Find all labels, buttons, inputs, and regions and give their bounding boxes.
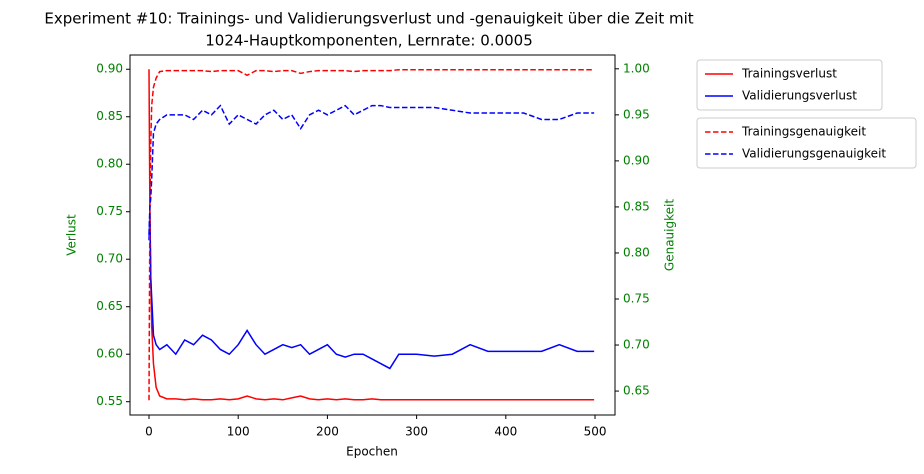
x-tick-label: 0 — [145, 425, 153, 439]
y2-tick-label: 0.80 — [623, 245, 650, 259]
x-tick-label: 400 — [494, 425, 517, 439]
chart-title: 1024-Hauptkomponenten, Lernrate: 0.0005 — [205, 32, 533, 50]
y-tick-label: 0.60 — [96, 347, 123, 361]
y2-tick-label: 0.95 — [623, 107, 650, 121]
y-tick-label: 0.65 — [96, 299, 123, 313]
y-tick-label: 0.85 — [96, 109, 123, 123]
y2-tick-label: 0.75 — [623, 291, 650, 305]
y2-tick-label: 1.00 — [623, 61, 650, 75]
legend-label: Validierungsverlust — [742, 89, 857, 103]
y-tick-label: 0.70 — [96, 252, 123, 266]
legend-box — [696, 59, 883, 111]
y2-axis-label: Genauigkeit — [663, 199, 677, 271]
legend-label: Trainingsverlust — [741, 67, 837, 81]
x-tick-label: 500 — [584, 425, 607, 439]
data-line — [148, 69, 595, 401]
y2-tick-label: 0.85 — [623, 199, 650, 213]
y2-tick-label: 0.70 — [623, 338, 650, 352]
chart-title: Experiment #10: Trainings- und Validieru… — [44, 10, 693, 28]
x-tick-label: 100 — [227, 425, 250, 439]
y2-tick-label: 0.90 — [623, 153, 650, 167]
data-line — [148, 104, 595, 235]
y-axis-label: Verlust — [65, 214, 79, 256]
data-line — [148, 211, 595, 370]
y-tick-label: 0.55 — [96, 394, 123, 408]
x-tick-label: 200 — [316, 425, 339, 439]
data-line — [148, 68, 595, 401]
y-tick-label: 0.90 — [96, 62, 123, 76]
legend-label: Trainingsgenauigkeit — [741, 125, 866, 139]
y-tick-label: 0.80 — [96, 157, 123, 171]
y2-tick-label: 0.65 — [623, 384, 650, 398]
y-tick-label: 0.75 — [96, 204, 123, 218]
legend-box — [696, 117, 917, 169]
plot-frame — [129, 54, 616, 416]
x-tick-label: 300 — [405, 425, 428, 439]
legend-label: Validierungsgenauigkeit — [742, 147, 886, 161]
x-axis-label: Epochen — [346, 445, 398, 459]
